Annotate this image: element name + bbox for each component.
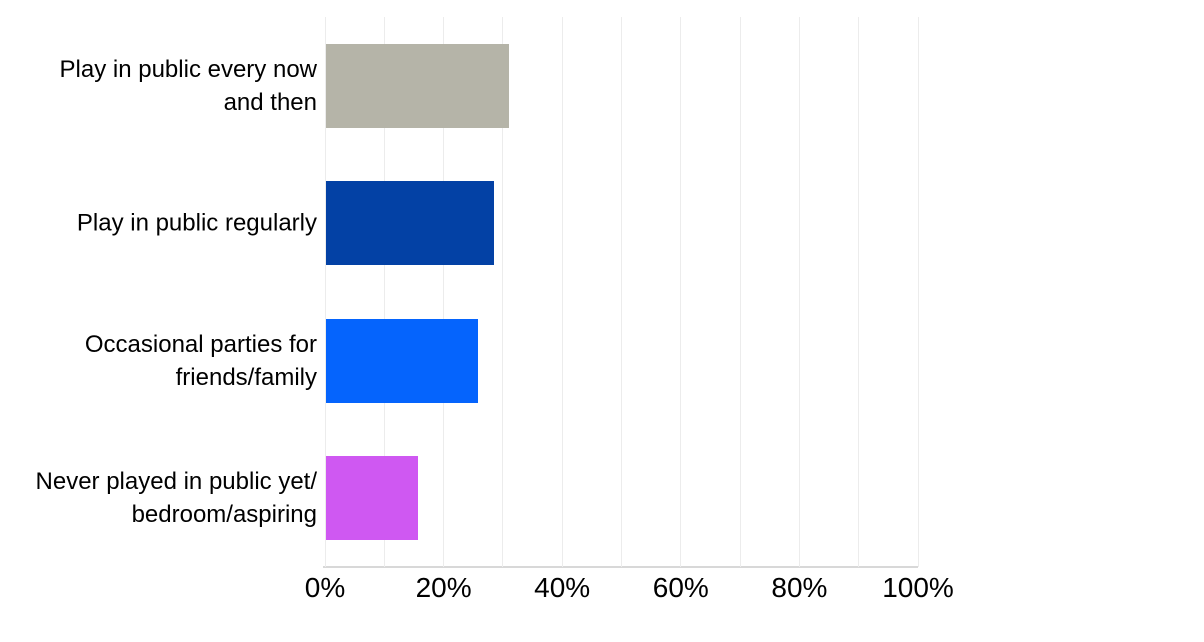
category-label: Never played in public yet/bedroom/aspir…: [35, 468, 317, 529]
gridline: [917, 17, 919, 567]
plot-area: [323, 17, 919, 568]
category-label: Play in public every now and then: [59, 55, 317, 116]
x-tick-label: 60%: [652, 572, 709, 603]
bar-1: [326, 43, 510, 128]
category-label: Occasional parties for friends/family: [84, 330, 317, 391]
x-tick-label: 100%: [882, 572, 954, 603]
category-label: Play in public regularly: [76, 209, 317, 237]
gridline: [858, 17, 860, 567]
gridline: [680, 17, 682, 567]
gridline: [443, 17, 445, 567]
x-axis-baseline: [323, 566, 918, 568]
gridline: [739, 17, 741, 567]
x-tick-label: 80%: [771, 572, 828, 603]
gridline: [324, 17, 326, 567]
gridline: [621, 17, 622, 567]
gridline: [383, 17, 385, 567]
bar-2: [326, 181, 494, 266]
x-tick-label: 20%: [415, 572, 472, 603]
x-tick-label: 40%: [534, 572, 591, 603]
bar-4: [326, 456, 418, 541]
gridline: [798, 17, 800, 567]
x-tick-label: 0%: [304, 572, 346, 603]
gridline: [502, 17, 504, 567]
gridline: [561, 17, 563, 567]
bar-3: [326, 318, 478, 403]
